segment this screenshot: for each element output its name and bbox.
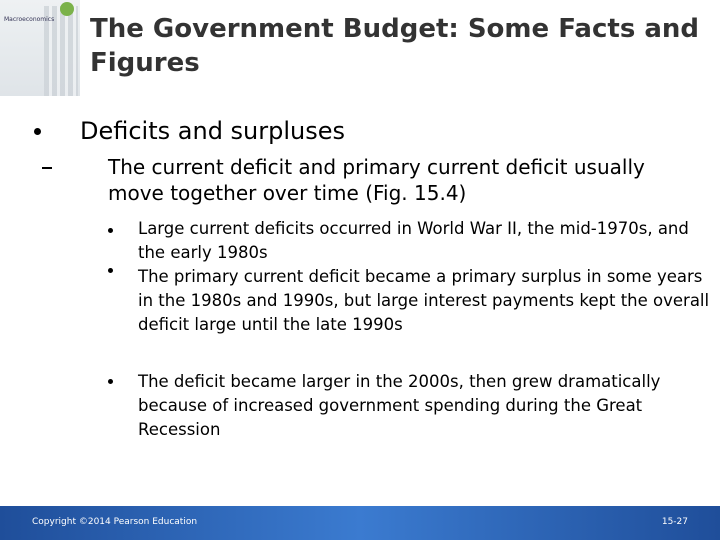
bullet: [42, 167, 52, 169]
bullet: [108, 228, 113, 233]
bullet-text: Large current deficits occurred in World…: [138, 219, 689, 262]
bullet: [34, 128, 41, 135]
bullet-text: The deficit became larger in the 2000s, …: [138, 372, 661, 439]
cover-art: [44, 6, 78, 96]
bullet: [108, 379, 113, 384]
bullet-text: The primary current deficit became a pri…: [138, 267, 710, 334]
cover-badge: [60, 2, 74, 16]
cover-title: Macroeconomics: [4, 16, 55, 23]
page-number: 15-27: [661, 517, 688, 527]
slide-title: The Government Budget: Some Facts and Fi…: [90, 14, 700, 78]
bullet-text: The current deficit and primary current …: [108, 155, 645, 205]
footer-bar: Copyright ©2014 Pearson Education 15-27: [0, 506, 720, 540]
copyright: Copyright ©2014 Pearson Education: [32, 517, 198, 527]
book-cover: Macroeconomics: [0, 0, 80, 96]
bullet: [108, 268, 113, 273]
bullet-text: Deficits and surpluses: [80, 117, 346, 145]
